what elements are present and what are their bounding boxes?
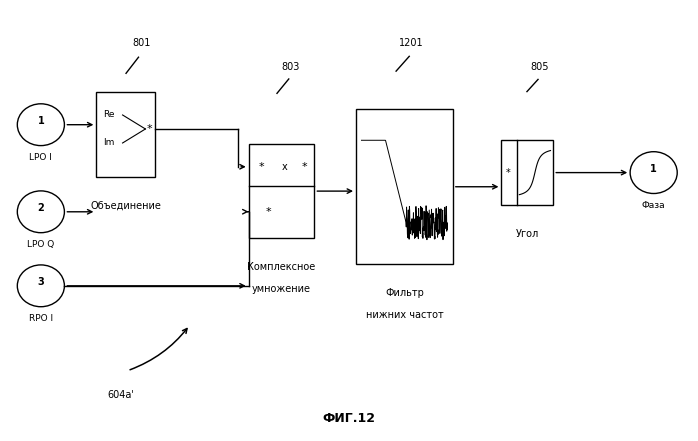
Text: *: * bbox=[147, 124, 152, 134]
Text: LPO Q: LPO Q bbox=[27, 240, 54, 249]
Bar bbox=[356, 109, 453, 264]
Text: 2: 2 bbox=[38, 203, 44, 213]
Text: Re: Re bbox=[103, 110, 114, 120]
Text: *: * bbox=[302, 162, 307, 172]
Text: Im: Im bbox=[103, 138, 114, 147]
Text: *: * bbox=[265, 207, 271, 217]
Text: Фильтр: Фильтр bbox=[385, 288, 424, 298]
Text: нижних частот: нижних частот bbox=[366, 310, 443, 320]
Text: LPO I: LPO I bbox=[29, 153, 52, 162]
Text: RPO I: RPO I bbox=[29, 314, 53, 323]
FancyArrowPatch shape bbox=[130, 329, 187, 370]
Bar bbox=[96, 92, 155, 177]
Text: 1201: 1201 bbox=[399, 38, 424, 49]
Text: 803: 803 bbox=[281, 63, 299, 72]
Text: Угол: Угол bbox=[516, 229, 539, 239]
Bar bbox=[501, 140, 554, 205]
Text: *: * bbox=[506, 168, 511, 178]
Bar bbox=[248, 144, 314, 238]
Text: 801: 801 bbox=[132, 38, 151, 49]
Text: Комплексное: Комплексное bbox=[247, 262, 315, 272]
Text: умножение: умножение bbox=[252, 284, 311, 294]
Text: 604a': 604a' bbox=[107, 390, 134, 400]
Text: 1: 1 bbox=[651, 164, 657, 174]
Text: ФИГ.12: ФИГ.12 bbox=[322, 412, 376, 425]
Text: 1: 1 bbox=[38, 116, 44, 126]
Text: 805: 805 bbox=[530, 63, 549, 72]
Text: *: * bbox=[259, 162, 265, 172]
Text: 3: 3 bbox=[38, 277, 44, 288]
Text: x: x bbox=[282, 162, 288, 172]
Text: Объединение: Объединение bbox=[90, 201, 161, 211]
Text: Фаза: Фаза bbox=[642, 201, 665, 210]
